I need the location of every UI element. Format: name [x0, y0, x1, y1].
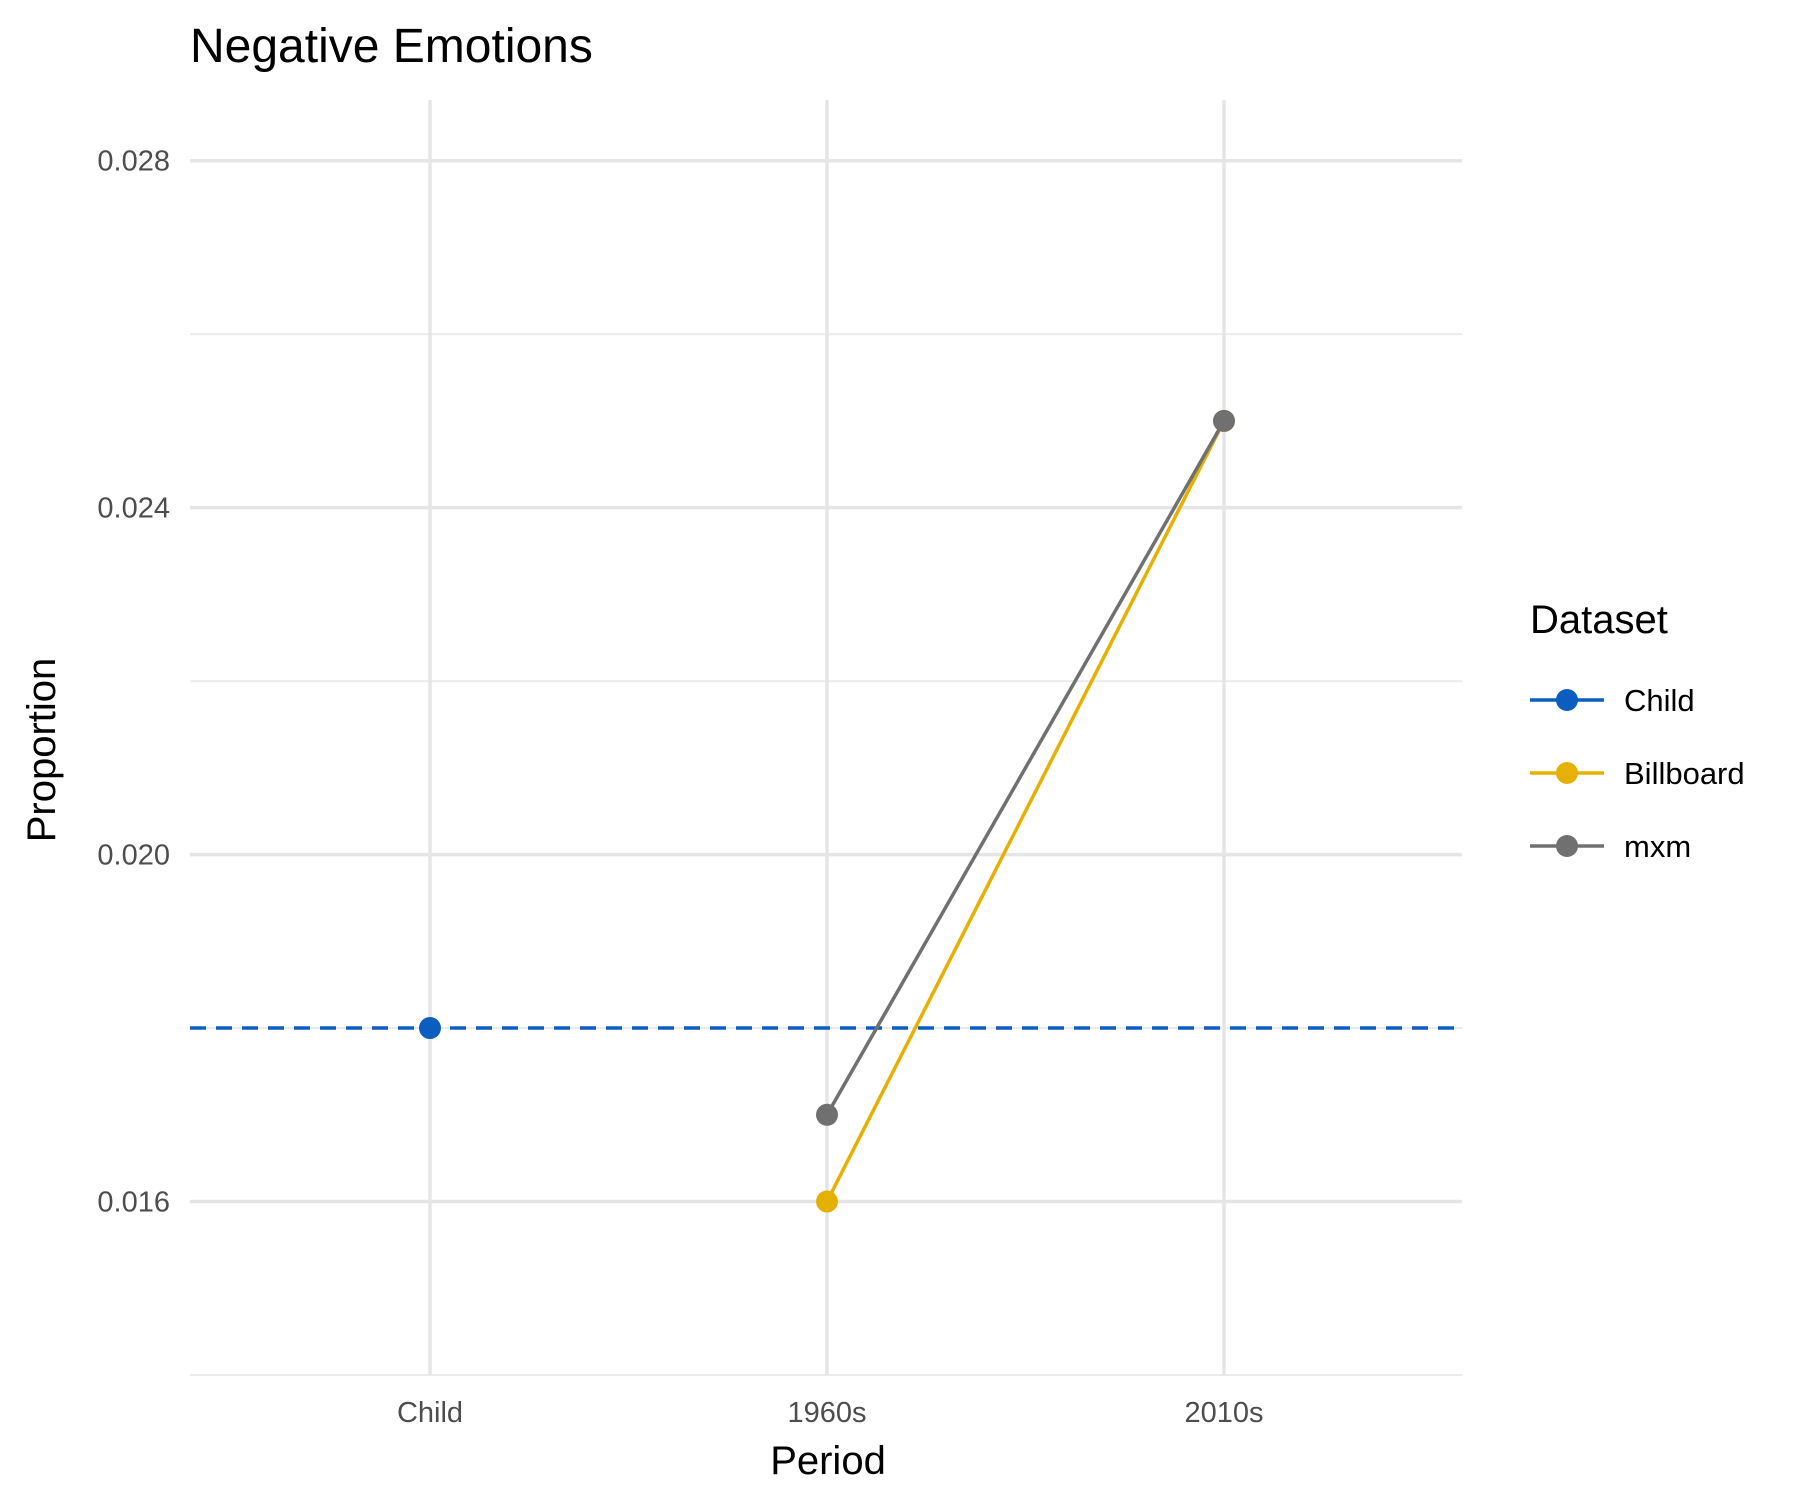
series-lines — [825, 420, 1226, 1203]
legend-key-point — [1556, 762, 1578, 784]
data-point-billboard — [816, 1190, 838, 1213]
data-point-child — [419, 1017, 441, 1040]
x-tick-label: Child — [397, 1397, 463, 1429]
x-axis-ticks: Child 1960s 2010s — [397, 1397, 1264, 1429]
data-points — [419, 409, 1235, 1213]
y-tick-label: 0.028 — [97, 146, 170, 178]
grid — [190, 100, 1462, 1376]
legend: Dataset Child Billboard mxm — [1530, 598, 1745, 864]
legend-key-point — [1556, 835, 1578, 857]
x-tick-label: 2010s — [1184, 1397, 1263, 1429]
chart-title: Negative Emotions — [190, 20, 593, 73]
data-point-mxm — [1213, 409, 1235, 432]
legend-label: Billboard — [1624, 756, 1745, 791]
legend-label: Child — [1624, 683, 1695, 718]
series-line-mxm — [825, 420, 1226, 1116]
y-tick-label: 0.024 — [97, 493, 170, 525]
y-axis-title: Proportion — [20, 658, 64, 843]
series-line-billboard — [825, 420, 1226, 1203]
legend-key-point — [1556, 689, 1578, 711]
y-tick-label: 0.020 — [97, 840, 170, 872]
legend-label: mxm — [1624, 829, 1691, 864]
x-axis-title: Period — [770, 1439, 886, 1483]
legend-title: Dataset — [1530, 598, 1668, 642]
y-axis-ticks: 0.016 0.020 0.024 0.028 — [97, 146, 170, 1219]
data-point-mxm — [816, 1103, 838, 1126]
x-tick-label: 1960s — [787, 1397, 866, 1429]
y-tick-label: 0.016 — [97, 1187, 170, 1219]
